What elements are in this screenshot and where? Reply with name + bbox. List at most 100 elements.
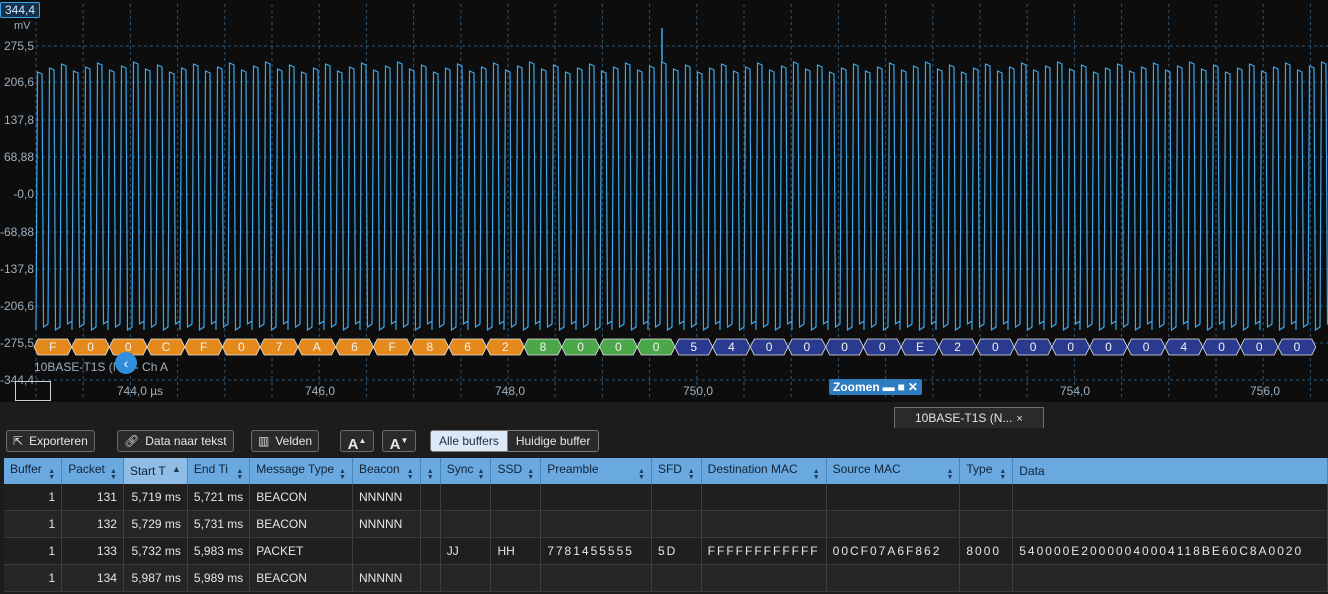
sort-icon[interactable]: ▲ ▼ (638, 467, 645, 481)
decode-byte[interactable]: 0 (976, 338, 1015, 356)
sort-icon[interactable]: ▲ ▼ (406, 467, 414, 481)
fields-label: Velden (275, 434, 313, 448)
close-icon[interactable]: ✕ (907, 380, 918, 394)
decode-byte[interactable]: 0 (1051, 338, 1091, 356)
waveform-canvas[interactable]: F 0 0 C F 0 7 A 6 F 8 6 2 8 0 0 0 5 4 0 0 0 0 E 2 0 0 0 0 0 4 0 0 0 (0, 0, 1328, 402)
decode-byte[interactable]: 0 (1126, 338, 1166, 356)
decode-byte[interactable]: 2 (485, 338, 525, 356)
table-row[interactable]: 1 132 5,729 ms 5,731 ms BEACON NNNNN (4, 510, 1328, 538)
decode-byte[interactable]: 0 (636, 338, 676, 356)
close-icon[interactable]: × (1016, 413, 1023, 425)
decode-byte[interactable]: 8 (410, 338, 450, 356)
sort-icon[interactable]: ▲ ▼ (110, 467, 117, 481)
decode-byte[interactable]: 0 (1013, 338, 1053, 356)
table-row[interactable]: 1 133 5,732 ms 5,983 ms PACKET JJ HH 7781455555… (4, 537, 1328, 565)
decoder-toolbar: ⇱ Exporteren 🔗︎ Data naar tekst ▥ Velden A▲… (0, 428, 1328, 458)
sort-icon[interactable]: ▲ ▼ (999, 467, 1007, 481)
decode-byte[interactable]: 0 (1089, 338, 1128, 356)
font-decrease-button[interactable]: A▼ (382, 430, 416, 453)
fields-button[interactable]: ▥ Velden (251, 430, 320, 452)
decode-byte[interactable]: 0 (787, 338, 827, 356)
tab-10base-t1s[interactable]: 10BASE-T1S (N... × (894, 407, 1044, 428)
decode-byte[interactable]: 0 (1239, 338, 1279, 356)
sort-icon[interactable]: ▲ ▼ (812, 467, 820, 481)
cursor-marker[interactable] (15, 381, 51, 401)
column-header[interactable]: Data (1012, 458, 1328, 484)
decode-byte[interactable]: A (297, 338, 337, 356)
column-header[interactable]: Buffer ▲ ▼ (4, 458, 63, 484)
table-cell: 134 (61, 564, 124, 592)
column-header[interactable]: Preamble ▲ ▼ (540, 458, 652, 484)
table-cell: NNNNN (352, 510, 421, 538)
decode-byte-label: F (49, 340, 56, 354)
sort-icon[interactable]: ▲ ▼ (946, 467, 954, 481)
x-tick-label: 746,0 (304, 384, 336, 398)
export-button[interactable]: ⇱ Exporteren (6, 430, 95, 452)
column-header[interactable]: Beacon ▲ ▼ (352, 458, 421, 484)
sort-icon[interactable]: ▲ ▼ (339, 467, 346, 481)
table-cell: 5,983 ms (187, 537, 251, 565)
table-cell (959, 484, 1014, 511)
column-header[interactable]: SFD ▲ ▼ (651, 458, 702, 484)
current-buffer-button[interactable]: Huidige buffer (506, 431, 599, 451)
column-header-label: Type (966, 461, 993, 476)
decode-byte[interactable]: E (900, 338, 940, 356)
decode-byte[interactable]: 0 (71, 338, 110, 356)
column-header[interactable]: Type ▲ ▼ (959, 458, 1014, 484)
zoom-panel[interactable]: Zoomen ▬ ■ ✕ (829, 379, 922, 395)
table-cell: 8000 (959, 537, 1014, 565)
decode-byte-label: 0 (1143, 340, 1150, 354)
sort-icon[interactable]: ▲ ▼ (477, 467, 485, 481)
decode-byte[interactable]: 0 (222, 338, 261, 356)
column-header[interactable]: Packet ▲ ▼ (61, 458, 124, 484)
data-to-text-button[interactable]: 🔗︎ Data naar tekst (117, 430, 234, 452)
column-header[interactable]: Message Type ▲ ▼ (249, 458, 353, 484)
decode-byte[interactable]: 0 (1277, 338, 1317, 356)
decode-byte[interactable]: 7 (259, 338, 299, 356)
decode-byte[interactable]: 0 (825, 338, 864, 356)
font-increase-button[interactable]: A▲ (340, 430, 374, 453)
decode-byte[interactable]: 6 (335, 338, 374, 356)
decode-byte[interactable]: 4 (712, 338, 751, 356)
decode-byte[interactable]: 0 (599, 338, 638, 356)
minimize-icon[interactable]: ▬ (882, 380, 895, 394)
decode-byte[interactable]: 6 (448, 338, 487, 356)
decode-byte[interactable]: 0 (749, 338, 789, 356)
all-buffers-button[interactable]: Alle buffers (431, 431, 507, 451)
maximize-icon[interactable]: ■ (897, 380, 905, 394)
table-row[interactable]: 1 131 5,719 ms 5,721 ms BEACON NNNNN (4, 484, 1328, 511)
decode-byte[interactable]: F (184, 338, 223, 356)
waveform-view[interactable]: F 0 0 C F 0 7 A 6 F 8 6 2 8 0 0 0 5 4 0 0 0 0 E 2 0 0 0 0 0 4 0 0 0 344,4… (0, 0, 1328, 402)
sort-icon[interactable]: ▲ ▼ (527, 467, 535, 481)
decode-byte[interactable]: C (146, 338, 186, 356)
column-header-label: Destination MAC (707, 461, 798, 476)
decode-byte[interactable]: 4 (1164, 338, 1204, 356)
column-header[interactable]: SSD ▲ ▼ (490, 458, 542, 484)
column-header[interactable]: Destination MAC ▲ ▼ (701, 458, 827, 484)
column-header[interactable]: Source MAC ▲ ▼ (826, 458, 961, 484)
sort-icon[interactable]: ▲ ▼ (236, 467, 244, 481)
table-row[interactable]: 1 134 5,987 ms 5,989 ms BEACON NNNNN (4, 564, 1328, 592)
chevron-left-icon[interactable]: ‹ (115, 352, 137, 374)
decode-byte[interactable]: 0 (108, 338, 148, 356)
sort-icon[interactable]: ▲ ▼ (48, 467, 56, 481)
font-decrease-icon: A (389, 436, 401, 453)
table-cell: 5,719 ms (123, 484, 188, 511)
column-header[interactable]: End Ti ▲ ▼ (187, 458, 251, 484)
decode-byte[interactable]: 2 (938, 338, 977, 356)
decode-byte[interactable]: F (33, 338, 73, 356)
y-max-readout[interactable]: 344,4 (0, 2, 41, 18)
decode-byte[interactable]: 8 (523, 338, 563, 356)
sort-icon[interactable]: ▲ ▼ (426, 467, 434, 481)
decode-byte[interactable]: 0 (862, 338, 902, 356)
sort-icon[interactable]: ▲ ▼ (687, 467, 695, 481)
decode-byte[interactable]: 0 (1202, 338, 1241, 356)
sort-ascending-icon[interactable]: ▲ (171, 464, 181, 474)
column-header[interactable]: ▲ ▼ (420, 458, 441, 484)
decode-byte[interactable]: F (372, 338, 412, 356)
column-header[interactable]: Start T ▲ (123, 458, 188, 484)
decode-byte[interactable]: 0 (561, 338, 600, 356)
column-header[interactable]: Sync ▲ ▼ (440, 458, 492, 484)
decode-byte[interactable]: 5 (674, 338, 714, 356)
column-header-label: Preamble (547, 461, 599, 476)
